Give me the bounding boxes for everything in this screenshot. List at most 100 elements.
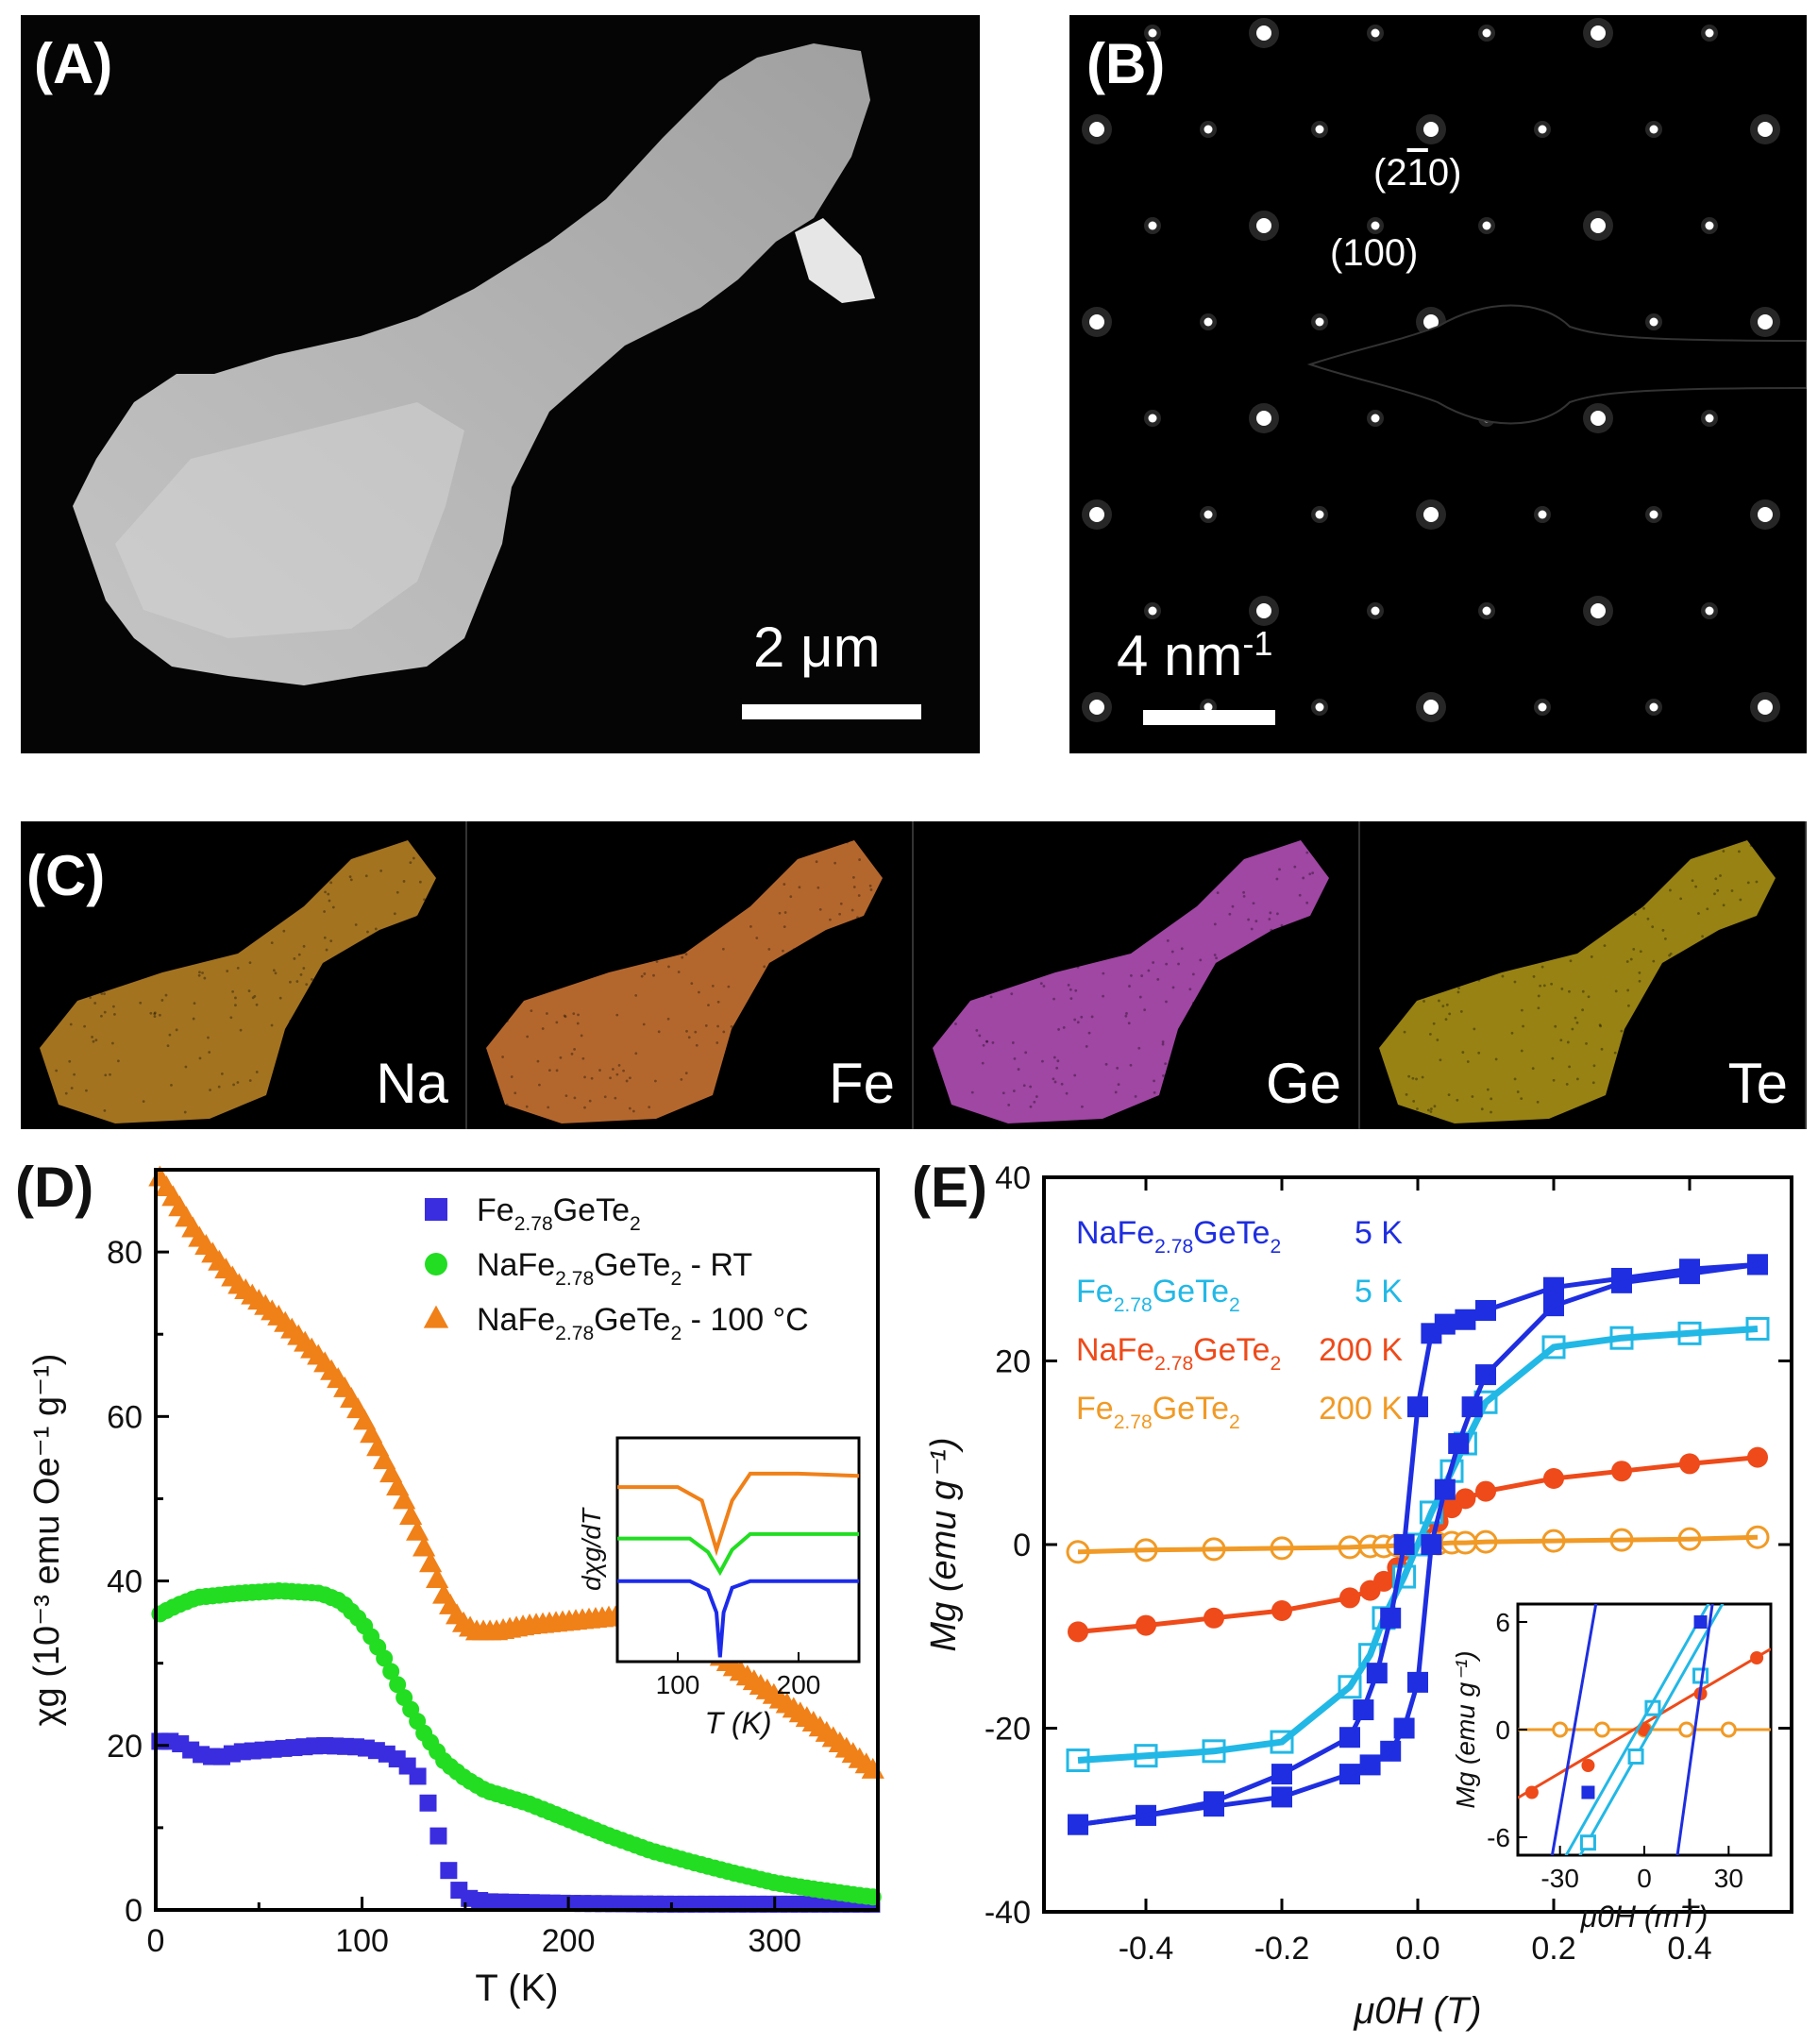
- eds-noise: [139, 1002, 142, 1005]
- eds-noise: [403, 880, 406, 883]
- eds-noise: [964, 968, 967, 971]
- eds-noise: [1208, 986, 1211, 988]
- eds-noise: [1755, 977, 1758, 980]
- eds-noise: [1685, 1052, 1688, 1055]
- eds-noise: [1237, 1005, 1240, 1008]
- inset-point: [1722, 1723, 1735, 1736]
- eds-noise: [1091, 1016, 1094, 1019]
- eds-noise: [1077, 1021, 1080, 1023]
- eds-noise: [1105, 1063, 1108, 1066]
- eds-noise: [769, 1026, 772, 1029]
- eds-noise: [784, 911, 787, 914]
- eds-noise: [194, 1002, 196, 1005]
- eds-noise: [143, 1100, 145, 1103]
- eds-noise: [1711, 980, 1714, 983]
- eds-noise: [799, 886, 801, 888]
- eds-noise: [869, 885, 872, 887]
- eds-noise: [293, 1057, 295, 1060]
- eds-noise: [405, 990, 408, 993]
- eds-noise: [1087, 935, 1090, 938]
- eds-noise: [740, 1074, 743, 1077]
- eds-noise: [615, 1073, 618, 1076]
- eds-noise: [968, 870, 971, 872]
- eds-noise: [839, 1026, 842, 1029]
- eds-noise: [1537, 1006, 1540, 1009]
- eds-noise: [1071, 956, 1074, 959]
- eds-noise: [542, 1027, 545, 1030]
- eds-noise: [1632, 948, 1635, 951]
- eds-noise: [960, 984, 963, 987]
- label-text: NaFe: [1076, 1215, 1154, 1251]
- eds-noise: [374, 948, 377, 951]
- eds-noise: [1734, 934, 1737, 937]
- eds-noise: [1546, 916, 1549, 919]
- eds-noise: [1255, 1063, 1258, 1066]
- eds-noise: [1460, 1010, 1463, 1013]
- eds-noise: [1669, 889, 1672, 892]
- eds-noise: [808, 957, 811, 960]
- eds-noise: [1559, 1039, 1562, 1041]
- eds-noise: [1293, 866, 1296, 869]
- eds-noise: [1231, 1055, 1234, 1057]
- eds-noise: [1517, 886, 1520, 888]
- inset-y-label: Mg (emu g⁻¹): [1451, 1650, 1480, 1808]
- eds-noise: [990, 922, 993, 925]
- eds-noise: [1023, 1084, 1026, 1087]
- eds-noise: [1014, 1057, 1017, 1060]
- eds-noise: [289, 1020, 292, 1022]
- eds-noise: [1062, 949, 1065, 952]
- eds-noise: [837, 961, 840, 964]
- data-point: [410, 1767, 427, 1784]
- eds-noise: [1731, 889, 1734, 892]
- eds-noise: [328, 900, 331, 903]
- eds-noise: [685, 953, 688, 955]
- eds-noise: [1415, 928, 1418, 931]
- eds-noise: [1436, 858, 1439, 861]
- eds-noise: [740, 853, 743, 856]
- diffraction-spot-glow: [1534, 699, 1551, 716]
- eds-noise: [317, 997, 320, 1000]
- eds-noise: [603, 961, 606, 964]
- eds-noise: [117, 1059, 120, 1062]
- label-text: NaFe: [477, 1247, 555, 1283]
- panel-e-chart: -0.4 -0.2 0.0 0.2 0.4-40-2002040μ0H (T)Mg (e…: [912, 1157, 1818, 2035]
- eds-noise: [1511, 1032, 1514, 1035]
- eds-noise: [736, 1107, 739, 1110]
- eds-noise: [818, 1085, 821, 1088]
- eds-noise: [1615, 989, 1618, 992]
- eds-noise: [160, 999, 163, 1002]
- eds-noise: [713, 887, 715, 889]
- diffraction-spot-glow: [1249, 211, 1279, 241]
- eds-noise: [329, 881, 332, 884]
- eds-noise: [100, 1015, 103, 1018]
- eds-noise: [833, 862, 836, 865]
- eds-noise: [113, 1013, 116, 1016]
- eds-noise: [629, 1076, 631, 1079]
- eds-noise: [1148, 926, 1151, 929]
- eds-noise: [1591, 955, 1593, 958]
- eds-map-ge: Ge: [914, 821, 1360, 1129]
- eds-noise: [727, 986, 730, 988]
- eds-noise: [1115, 1091, 1118, 1094]
- eds-noise: [1192, 972, 1195, 975]
- eds-noise: [1392, 887, 1395, 889]
- eds-noise: [654, 1080, 657, 1083]
- eds-noise: [1620, 1093, 1623, 1096]
- eds-noise: [323, 910, 326, 913]
- eds-noise: [1217, 849, 1220, 852]
- eds-noise: [273, 969, 276, 971]
- eds-noise: [979, 938, 982, 940]
- panel-b-scale-text: 4 nm: [1117, 624, 1242, 687]
- diffraction-spot-glow: [1750, 499, 1780, 530]
- eds-noise: [218, 943, 221, 946]
- eds-noise: [1484, 969, 1487, 971]
- eds-noise: [1069, 921, 1072, 923]
- eds-noise: [760, 1101, 763, 1104]
- eds-noise: [1608, 1095, 1610, 1098]
- eds-noise: [1448, 1093, 1451, 1096]
- eds-noise: [1701, 935, 1704, 938]
- eds-noise: [412, 1021, 414, 1023]
- eds-noise: [55, 1070, 58, 1073]
- eds-noise: [203, 977, 206, 980]
- eds-noise: [698, 991, 700, 994]
